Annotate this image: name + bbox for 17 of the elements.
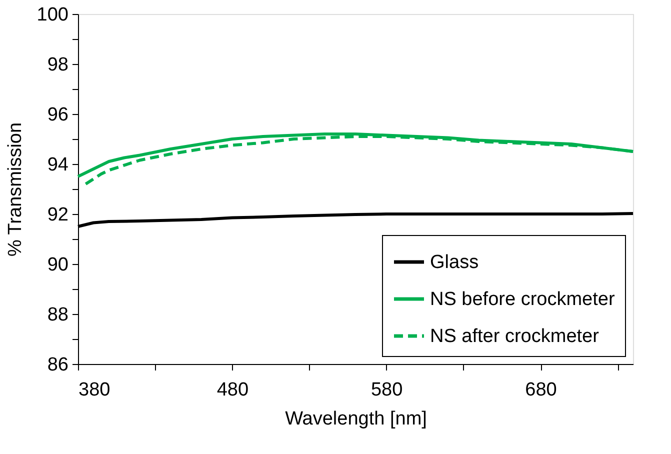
y-tick-label: 92 — [47, 204, 68, 226]
y-tick-label: 94 — [47, 154, 69, 176]
x-tick-label: 480 — [216, 380, 249, 400]
x-tick-label: 580 — [370, 380, 403, 400]
y-axis-title: % Transmission — [4, 122, 26, 257]
x-tick-label: 680 — [525, 380, 557, 400]
y-tick-label: 96 — [47, 104, 68, 126]
y-tick-label: 88 — [47, 304, 68, 326]
y-tick-label: 100 — [36, 4, 68, 26]
x-axis-title: Wavelength [nm] — [285, 408, 427, 430]
legend-label: NS after crockmeter — [430, 326, 600, 347]
y-tick-label: 90 — [47, 254, 68, 276]
legend-label: NS before crockmeter — [430, 289, 616, 310]
y-tick-label: 98 — [47, 54, 68, 76]
legend-label: Glass — [430, 252, 479, 273]
x-tick-label: 380 — [78, 380, 110, 400]
y-tick-label: 86 — [47, 354, 68, 376]
